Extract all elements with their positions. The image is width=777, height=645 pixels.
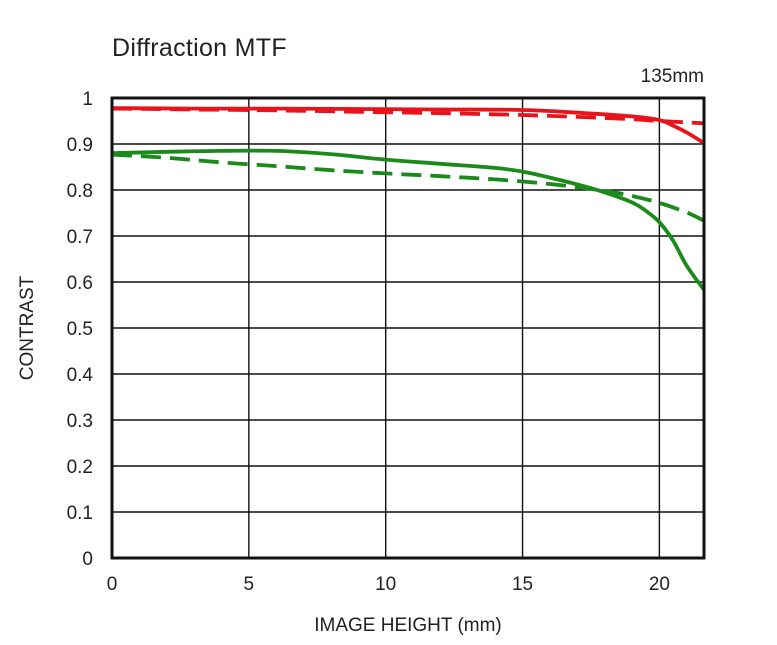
plot-frame [110,96,706,560]
x-tick-label: 20 [649,574,670,595]
y-tick-label: 0 [82,549,93,570]
y-tick-label: 0.8 [67,181,93,202]
tick-labels: 00.10.20.30.40.50.60.70.80.910 5 10 15 20 [67,89,670,595]
series-line-red-dashed [111,106,705,126]
y-tick-label: 0.9 [67,135,93,156]
chart-title: Diffraction MTF [112,34,287,62]
series-group [111,106,706,291]
series-line-green-solid [111,148,706,291]
x-tick-label: 0 [107,574,118,595]
chart-subtitle: 135mm [640,66,704,87]
y-tick-label: 0.5 [67,319,93,340]
y-tick-label: 0.2 [67,457,93,478]
x-tick-label: 10 [375,574,396,595]
y-tick-label: 0.6 [67,273,93,294]
y-tick-label: 1 [82,89,93,110]
series-line-green-dashed [111,152,705,223]
x-tick-label: 15 [512,574,533,595]
x-tick-label: 5 [244,574,255,595]
y-tick-label: 0.4 [67,365,94,386]
y-axis-label: CONTRAST [17,275,38,380]
y-tick-label: 0.3 [67,411,93,432]
grid [112,98,704,558]
y-tick-label: 0.7 [67,227,93,248]
series-line-red-solid [111,106,706,145]
y-tick-label: 0.1 [67,503,93,524]
x-axis-label: IMAGE HEIGHT (mm) [314,615,502,636]
